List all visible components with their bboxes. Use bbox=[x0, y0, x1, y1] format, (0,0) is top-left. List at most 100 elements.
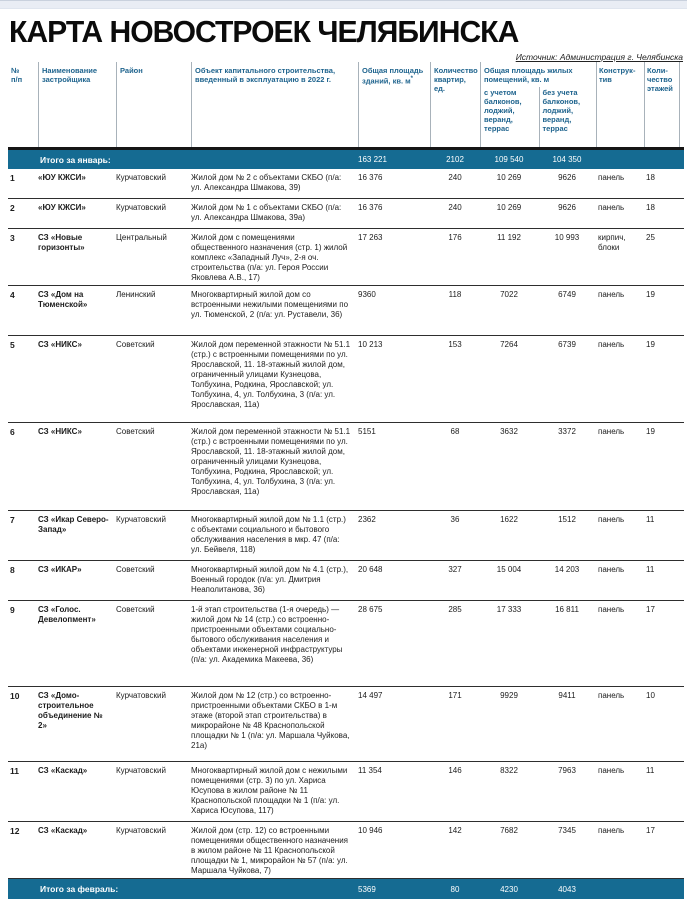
district-name: Советский bbox=[116, 427, 155, 436]
summary-january-row: Итого за январь: 163 221 2102 109 540 10… bbox=[8, 150, 684, 169]
area-without-balconies: 10 993 bbox=[554, 233, 580, 242]
developer-name: СЗ «ИКАР» bbox=[38, 565, 82, 574]
construction-type: панель bbox=[598, 605, 625, 614]
floors-count: 17 bbox=[646, 826, 655, 835]
object-description: Жилой дом № 2 с объектами СКБО (п/а: ул.… bbox=[191, 173, 342, 192]
floors-count: 18 bbox=[646, 173, 655, 182]
object-description: Жилой дом переменной этажности № 51.1 (с… bbox=[191, 427, 351, 496]
area-without-balconies: 9626 bbox=[558, 173, 576, 182]
construction-type: панель bbox=[598, 691, 625, 700]
construction-type: панель bbox=[598, 203, 625, 212]
district-name: Курчатовский bbox=[116, 826, 166, 835]
apartments-count: 327 bbox=[448, 565, 462, 574]
summary-february-row: Итого за февраль: 5369 80 4230 4043 bbox=[8, 879, 684, 899]
header-living-area-group: Общая площадь жилых помещений, кв. м с у… bbox=[480, 62, 596, 147]
area-without-balconies: 6749 bbox=[558, 290, 576, 299]
developer-name: СЗ «НИКС» bbox=[38, 340, 82, 349]
developer-name: СЗ «НИКС» bbox=[38, 427, 82, 436]
table-row: 7 СЗ «Икар Северо-Запад» Курчатовский Мн… bbox=[8, 511, 684, 561]
table-row: 11 СЗ «Каскад» Курчатовский Многоквартир… bbox=[8, 762, 684, 822]
apartments-count: 146 bbox=[448, 766, 462, 775]
total-area-value: 5151 bbox=[358, 427, 376, 436]
area-with-balconies: 8322 bbox=[500, 766, 518, 775]
floors-count: 19 bbox=[646, 290, 655, 299]
district-name: Курчатовский bbox=[116, 766, 166, 775]
object-description: Многоквартирный жилой дом со встроенными… bbox=[191, 290, 349, 319]
table-row: 3 СЗ «Новые горизонты» Центральный Жилой… bbox=[8, 229, 684, 286]
area-without-balconies: 9626 bbox=[558, 203, 576, 212]
row-number: 1 bbox=[10, 173, 15, 183]
developer-name: СЗ «Голос. Девелопмент» bbox=[38, 605, 96, 624]
footnote-mark: * bbox=[410, 76, 414, 82]
apartments-count: 240 bbox=[448, 173, 462, 182]
floors-count: 19 bbox=[646, 427, 655, 436]
apartments-count: 171 bbox=[448, 691, 462, 700]
district-name: Советский bbox=[116, 565, 155, 574]
table-row: 6 СЗ «НИКС» Советский Жилой дом переменн… bbox=[8, 423, 684, 511]
object-description: Жилой дом переменной этажности № 51.1 (с… bbox=[191, 340, 351, 409]
object-description: Жилой дом № 12 (стр.) со встроенно-прист… bbox=[191, 691, 350, 750]
apartments-count: 142 bbox=[448, 826, 462, 835]
table-row: 12 СЗ «Каскад» Курчатовский Жилой дом (с… bbox=[8, 822, 684, 879]
table-row: 9 СЗ «Голос. Девелопмент» Советский 1-й … bbox=[8, 601, 684, 687]
header-apartments: Количество квартир, ед. bbox=[430, 62, 480, 147]
apartments-count: 68 bbox=[450, 427, 460, 436]
header-num: № п/п bbox=[11, 66, 23, 84]
summary-january-area-without: 104 350 bbox=[552, 155, 582, 164]
table-body: 1 «ЮУ КЖСИ» Курчатовский Жилой дом № 2 с… bbox=[8, 169, 684, 879]
floors-count: 25 bbox=[646, 233, 655, 242]
developer-name: «ЮУ КЖСИ» bbox=[38, 173, 86, 182]
object-description: Жилой дом с помещениями общественного на… bbox=[191, 233, 348, 282]
area-with-balconies: 10 269 bbox=[496, 203, 522, 212]
area-without-balconies: 16 811 bbox=[555, 605, 579, 614]
apartments-count: 153 bbox=[448, 340, 462, 349]
area-with-balconies: 15 004 bbox=[496, 565, 522, 574]
district-name: Курчатовский bbox=[116, 515, 166, 524]
total-area-value: 17 263 bbox=[358, 233, 383, 242]
area-with-balconies: 7264 bbox=[500, 340, 518, 349]
table-header-row: № п/п Наименование застройщика Район Объ… bbox=[8, 62, 684, 150]
total-area-value: 14 497 bbox=[358, 691, 383, 700]
area-without-balconies: 6739 bbox=[558, 340, 576, 349]
source-attribution: Источник: Администрация г. Челябинска bbox=[0, 52, 683, 62]
header-without-balconies: без учета балконов, лоджий, веранд, терр… bbox=[538, 87, 597, 147]
header-construction: Конструк­тив bbox=[596, 62, 644, 147]
summary-february-total-area: 5369 bbox=[358, 884, 376, 894]
developer-name: СЗ «Домо­строительное объединение № 2» bbox=[38, 691, 103, 730]
header-developer: Наименование застройщика bbox=[38, 62, 116, 147]
apartments-count: 36 bbox=[450, 515, 460, 524]
table-row: 2 «ЮУ КЖСИ» Курчатовский Жилой дом № 1 с… bbox=[8, 199, 684, 229]
construction-type: панель bbox=[598, 290, 625, 299]
construction-type: панель bbox=[598, 766, 625, 775]
header-district: Район bbox=[116, 62, 191, 147]
total-area-value: 2362 bbox=[358, 515, 376, 524]
summary-january-label: Итого за январь: bbox=[40, 154, 111, 165]
object-description: Жилой дом (стр. 12) со встроенными помещ… bbox=[191, 826, 348, 875]
summary-february-apartments: 80 bbox=[450, 884, 460, 894]
summary-january-area-with: 109 540 bbox=[494, 155, 524, 164]
construction-type: панель bbox=[598, 427, 625, 436]
area-with-balconies: 3632 bbox=[500, 427, 518, 436]
area-without-balconies: 7963 bbox=[558, 766, 576, 775]
total-area-value: 28 675 bbox=[358, 605, 383, 614]
header-with-balconies: с учетом балконов, лоджий, веранд, терра… bbox=[484, 88, 522, 133]
row-number: 10 bbox=[10, 691, 20, 701]
table-row: 1 «ЮУ КЖСИ» Курчатовский Жилой дом № 2 с… bbox=[8, 169, 684, 199]
object-description: 1-й этап строительства (1-я очередь) — ж… bbox=[191, 605, 343, 664]
row-number: 5 bbox=[10, 340, 15, 350]
object-description: Многоквартирный жилой дом № 4.1 (стр.), … bbox=[191, 565, 349, 594]
district-name: Ленинский bbox=[116, 290, 156, 299]
area-with-balconies: 11 192 bbox=[497, 233, 521, 242]
header-floors: Коли­чество этажей bbox=[644, 62, 680, 147]
area-with-balconies: 9929 bbox=[500, 691, 518, 700]
row-number: 8 bbox=[10, 565, 15, 575]
header-total-area: Общая площадь зданий, кв. м* bbox=[358, 62, 430, 147]
summary-february-area-with: 4230 bbox=[500, 884, 518, 894]
construction-type: панель bbox=[598, 173, 625, 182]
row-number: 9 bbox=[10, 605, 15, 615]
source-text: Источник: Администрация г. Челябинска bbox=[515, 52, 683, 62]
row-number: 2 bbox=[10, 203, 15, 213]
floors-count: 19 bbox=[646, 340, 655, 349]
area-without-balconies: 1512 bbox=[558, 515, 576, 524]
